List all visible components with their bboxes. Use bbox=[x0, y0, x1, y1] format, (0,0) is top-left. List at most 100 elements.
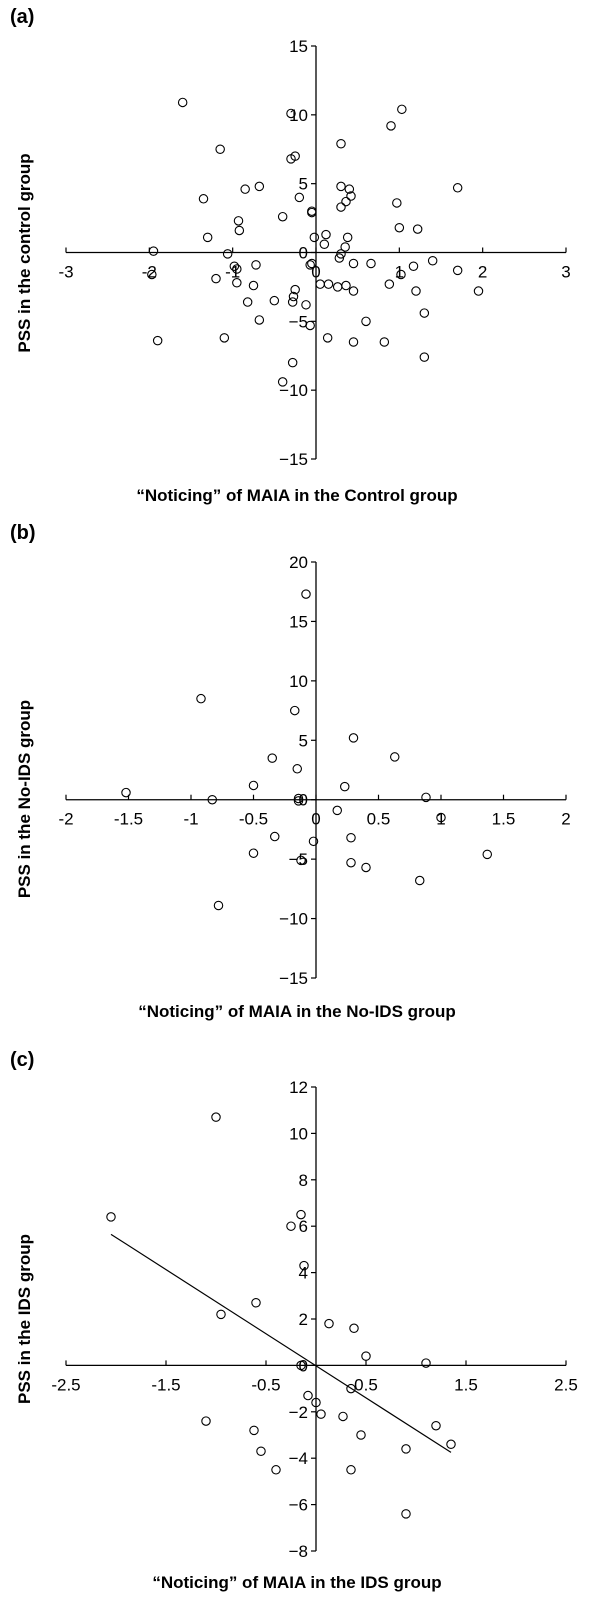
y-tick-label: −2 bbox=[289, 1403, 308, 1422]
data-point bbox=[379, 337, 390, 347]
x-tick-label: -3 bbox=[58, 263, 73, 282]
data-point bbox=[366, 258, 376, 269]
data-point bbox=[309, 232, 320, 243]
data-point bbox=[319, 239, 330, 249]
data-point bbox=[348, 258, 359, 269]
data-point bbox=[348, 733, 359, 743]
x-axis-label-a: “Noticing” of MAIA in the Control group bbox=[136, 486, 458, 505]
y-tick-label: 10 bbox=[289, 1124, 308, 1143]
data-point bbox=[321, 229, 331, 240]
data-point bbox=[452, 183, 463, 193]
data-point bbox=[177, 97, 188, 108]
y-tick-label: −5 bbox=[289, 312, 308, 331]
data-point bbox=[296, 1209, 306, 1220]
data-point bbox=[361, 862, 371, 873]
data-point bbox=[446, 1439, 456, 1450]
panel-label-b: (b) bbox=[10, 522, 36, 544]
y-tick-label: −4 bbox=[289, 1449, 308, 1468]
y-tick-label: 0 bbox=[299, 244, 308, 263]
data-point bbox=[216, 1309, 226, 1320]
data-point bbox=[290, 284, 300, 295]
x-tick-label: 1.5 bbox=[454, 1375, 478, 1394]
data-point bbox=[452, 265, 463, 276]
x-tick-label: -1 bbox=[225, 263, 240, 282]
data-point bbox=[346, 832, 356, 843]
data-point bbox=[316, 1409, 326, 1419]
data-point bbox=[287, 357, 298, 368]
y-tick-label: 6 bbox=[299, 1217, 308, 1236]
y-tick-label: −15 bbox=[279, 969, 308, 988]
x-tick-label: -2 bbox=[142, 263, 157, 282]
data-point bbox=[346, 1465, 356, 1475]
data-point bbox=[148, 246, 159, 256]
data-point bbox=[286, 154, 296, 164]
data-point bbox=[240, 184, 250, 194]
data-point bbox=[311, 1397, 321, 1408]
x-tick-label: 0.5 bbox=[354, 1375, 378, 1394]
data-point bbox=[301, 300, 311, 310]
data-point bbox=[394, 222, 405, 233]
y-tick-label: 15 bbox=[289, 612, 308, 631]
data-point bbox=[473, 286, 484, 296]
x-tick-label: 1 bbox=[395, 263, 404, 282]
data-point bbox=[482, 849, 492, 860]
y-tick-label: 10 bbox=[289, 672, 308, 691]
data-point bbox=[336, 202, 346, 212]
data-point bbox=[336, 249, 346, 259]
x-tick-label: 1.5 bbox=[492, 810, 516, 829]
data-point bbox=[202, 232, 213, 243]
data-point bbox=[248, 848, 259, 858]
data-point bbox=[211, 273, 221, 284]
data-point bbox=[248, 280, 259, 291]
x-tick-label: 1 bbox=[436, 810, 445, 829]
data-point bbox=[341, 280, 351, 291]
y-tick-label: −6 bbox=[289, 1496, 308, 1515]
data-point bbox=[427, 256, 438, 266]
data-point bbox=[248, 780, 259, 791]
panel-c: (c) PSS in the IDS group -2.5 -1.5 -0.5 0.5… bbox=[0, 1040, 594, 1599]
data-point bbox=[419, 352, 430, 362]
y-tick-label: 12 bbox=[289, 1078, 308, 1097]
data-point bbox=[207, 794, 218, 805]
data-point bbox=[342, 232, 353, 243]
data-point bbox=[401, 1444, 411, 1454]
data-point bbox=[232, 264, 242, 274]
data-point bbox=[256, 1446, 266, 1456]
data-point bbox=[431, 1420, 441, 1431]
data-point bbox=[392, 198, 402, 208]
data-point bbox=[215, 144, 225, 155]
data-point bbox=[336, 181, 346, 192]
data-point bbox=[408, 261, 419, 272]
data-point bbox=[324, 1318, 334, 1329]
data-point bbox=[196, 693, 206, 704]
y-tick-label: 0 bbox=[299, 1356, 308, 1375]
y-tick-label: −15 bbox=[279, 450, 308, 469]
data-point bbox=[234, 225, 245, 236]
x-tick-label: -1.5 bbox=[114, 810, 143, 829]
data-point bbox=[251, 1298, 261, 1308]
data-point bbox=[296, 855, 306, 866]
data-point bbox=[349, 1323, 359, 1334]
data-point bbox=[289, 705, 300, 716]
data-point bbox=[436, 812, 446, 823]
data-point bbox=[384, 279, 395, 289]
data-point bbox=[213, 900, 224, 911]
y-tick-label: 0 bbox=[299, 791, 308, 810]
data-point bbox=[356, 1430, 366, 1440]
data-point bbox=[269, 295, 280, 306]
data-point bbox=[346, 1383, 356, 1394]
data-point bbox=[305, 320, 315, 331]
data-point bbox=[308, 836, 319, 847]
data-point bbox=[229, 261, 240, 272]
data-point bbox=[340, 242, 350, 252]
data-point bbox=[307, 258, 317, 269]
data-point bbox=[271, 1465, 281, 1475]
x-tick-label: 0 bbox=[311, 263, 320, 282]
data-point bbox=[152, 335, 163, 346]
data-point bbox=[419, 308, 430, 318]
data-point bbox=[389, 752, 400, 762]
data-point bbox=[397, 104, 407, 115]
panel-b: (b) PSS in the No-IDS group -2 -1.5 -1 -0.5… bbox=[0, 520, 594, 1040]
data-point bbox=[341, 196, 351, 207]
data-point bbox=[411, 286, 421, 296]
